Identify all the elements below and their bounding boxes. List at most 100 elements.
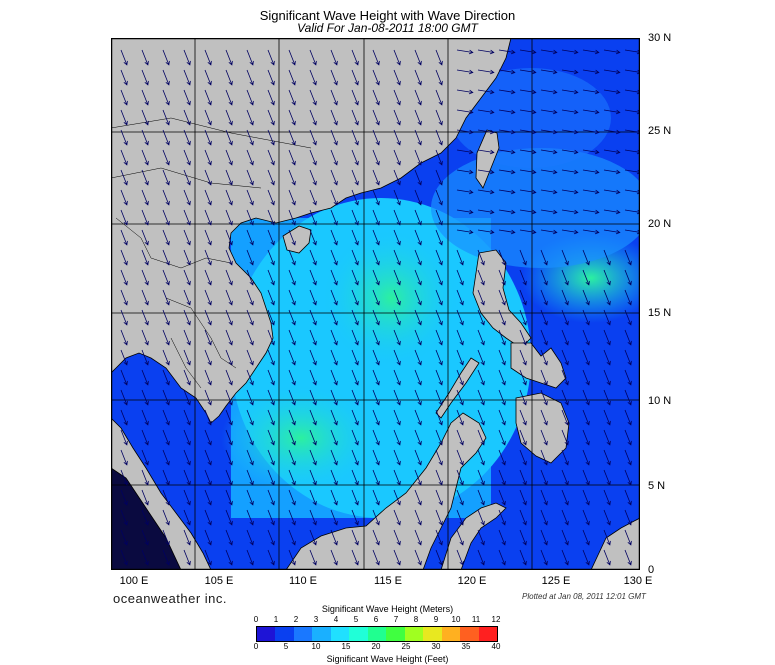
wave-arrow [393,129,401,146]
wave-arrow [246,489,254,506]
wave-arrow [267,289,275,306]
wave-arrow [330,109,338,126]
wave-arrow [540,209,558,215]
lat-label-0: 0 [648,564,655,576]
wave-arrow [624,269,632,286]
wave-arrow [267,69,275,86]
wave-arrow [162,89,170,106]
wave-arrow [456,269,464,286]
wave-arrow [477,529,485,546]
wave-arrow [183,309,191,326]
wave-arrow [372,149,380,166]
wave-arrow [561,289,569,306]
wave-arrow [267,89,275,106]
wave-arrow [624,449,632,466]
wave-arrow [582,209,600,215]
land-palawan [435,357,480,419]
wave-arrow [540,549,548,566]
wave-arrow [141,49,149,66]
wave-arrow [477,189,495,195]
wave-arrow [351,309,359,326]
wave-arrow [603,229,621,235]
wave-arrow [183,349,191,366]
wave-arrow [582,449,590,466]
wave-arrow [246,229,254,246]
wave-arrow [204,549,212,566]
wave-arrow [330,429,338,446]
colorbar-tick-label: 10 [311,642,321,651]
wave-arrow [624,189,640,195]
wave-arrow [414,249,422,266]
wave-arrow [603,429,611,446]
wave-arrow [351,509,359,526]
wave-arrow [141,429,149,446]
wave-arrow [372,49,380,66]
wave-arrow [309,129,317,146]
wave-arrow [624,489,632,506]
wave-arrow [456,449,464,466]
wave-arrow [330,369,338,386]
wave-arrow [603,449,611,466]
wave-arrow [162,169,170,186]
wave-arrow [225,89,233,106]
wave-arrow [582,129,600,135]
wave-arrow [183,489,191,506]
colorbar-segment [312,627,331,641]
wave-arrow [162,449,170,466]
wave-arrow [561,209,579,215]
colorbar-tick-label: 5 [353,615,359,624]
wave-arrow [603,509,611,526]
wave-arrow [624,509,632,526]
wave-arrow [330,149,338,166]
wave-arrow [288,89,296,106]
wave-arrow [162,209,170,226]
wave-arrow [288,369,296,386]
wave-arrow [603,289,611,306]
wave-arrow [330,389,338,406]
wave-arrow [540,49,558,55]
land-taiwan [475,129,500,189]
wave-arrow [351,169,359,186]
wave-arrow [561,349,569,366]
wave-arrow [435,469,443,486]
wave-arrow [414,389,422,406]
wave-arrow [582,429,590,446]
wave-arrow [519,129,537,135]
wave-arrow [582,89,600,95]
wave-arrow [204,269,212,286]
wave-arrow [330,549,338,566]
wave-arrow [162,329,170,346]
lat-label-30n: 30 N [648,32,672,44]
wave-arrow [120,429,128,446]
wave-arrow [351,329,359,346]
wave-arrow [309,449,317,466]
wave-arrow [120,509,128,526]
wave-arrow [540,429,548,446]
wave-arrow [540,109,558,115]
colorbar-tick-label: 3 [313,615,319,624]
wave-arrow [120,169,128,186]
wave-arrow [351,69,359,86]
wave-arrow [162,69,170,86]
lat-label-10n: 10 N [648,395,672,407]
wave-arrow [162,549,170,566]
wave-arrow [330,69,338,86]
wave-arrow [561,269,569,286]
wave-arrow [351,269,359,286]
wave-arrow [372,269,380,286]
wave-arrow [561,369,569,386]
wave-arrow [456,329,464,346]
wave-arrow [141,469,149,486]
wave-arrow [540,189,558,195]
wave-arrow [288,529,296,546]
wave-arrow [351,189,359,206]
wave-arrow [162,369,170,386]
wave-arrow [330,169,338,186]
wave-arrow [393,469,401,486]
wave-arrow [372,409,380,426]
wave-arrow [519,89,537,95]
colorbar-tick-label: 8 [413,615,419,624]
wave-arrow [519,509,527,526]
colorbar-tick-label: 7 [393,615,399,624]
wave-arrow [435,149,443,166]
